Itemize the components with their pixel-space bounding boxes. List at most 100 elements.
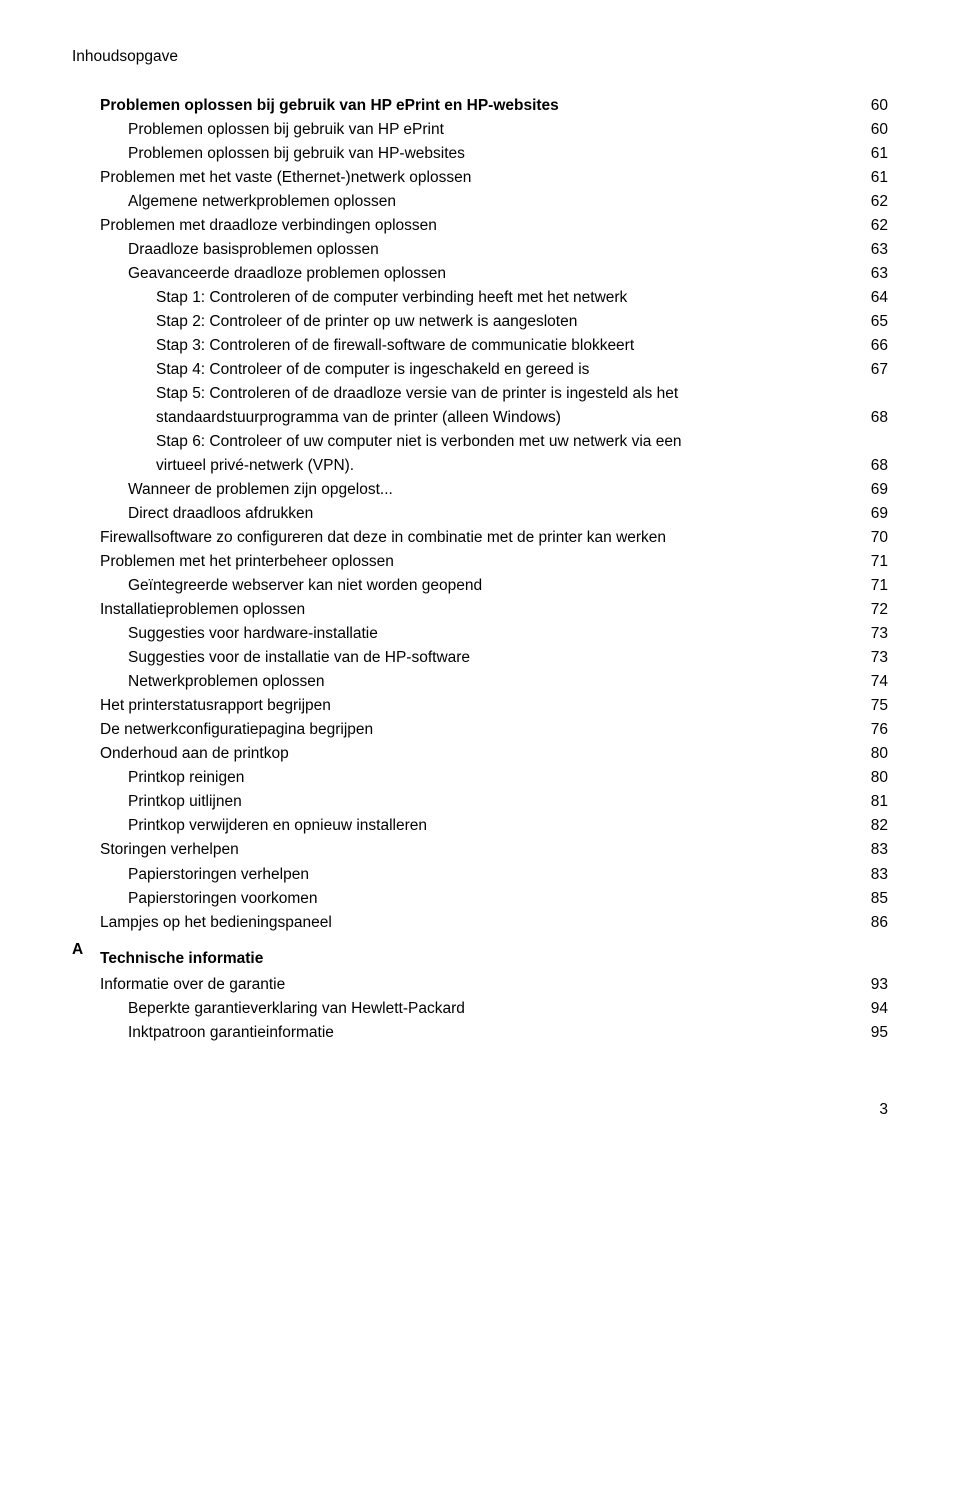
toc-page-number: 61 [871,166,888,190]
toc-page-number: 81 [871,790,888,814]
toc-appendix: Informatie over de garantie 93 Beperkte ga… [72,973,888,1045]
toc-label: Informatie over de garantie [100,973,285,997]
toc-label: Draadloze basisproblemen oplossen [128,238,379,262]
toc-entry: Printkop reinigen80 [72,766,888,790]
toc-entry: Problemen met het vaste (Ethernet-)netwe… [72,166,888,190]
toc-page-number: 63 [871,238,888,262]
toc-entry: Stap 2: Controleer of de printer op uw n… [72,310,888,334]
toc-page-number: 68 [871,454,888,478]
toc-page-number: 85 [871,887,888,911]
toc-page-number: 73 [871,622,888,646]
toc-page-number: 80 [871,766,888,790]
toc-entry: Stap 6: Controleer of uw computer niet i… [72,430,888,454]
toc-entry: Informatie over de garantie 93 [72,973,888,997]
toc-page-number: 80 [871,742,888,766]
toc-label: Problemen met het vaste (Ethernet-)netwe… [100,166,471,190]
toc-label: Stap 3: Controleren of de firewall-softw… [156,334,634,358]
toc-page-number: 70 [871,526,888,550]
toc-entry: Lampjes op het bedieningspaneel 86 [72,911,888,935]
toc-label: Stap 4: Controleer of de computer is ing… [156,358,589,382]
toc-entry: Problemen met draadloze verbindingen opl… [72,214,888,238]
toc-page-number: 75 [871,694,888,718]
toc-entry: Problemen met het printerbeheer oplossen… [72,550,888,574]
toc-label: Lampjes op het bedieningspaneel [100,911,332,935]
toc-label: Papierstoringen voorkomen [128,887,318,911]
toc-page-number: 73 [871,646,888,670]
toc-label: Wanneer de problemen zijn opgelost... [128,478,393,502]
toc-page-number: 67 [871,358,888,382]
toc-label: Problemen met het printerbeheer oplossen [100,550,394,574]
toc-entry: Suggesties voor hardware-installatie 73 [72,622,888,646]
toc-label: Algemene netwerkproblemen oplossen [128,190,396,214]
toc-entry: virtueel privé-netwerk (VPN). 68 [72,454,888,478]
appendix-title: Technische informatie [100,947,263,971]
toc-entry: Draadloze basisproblemen oplossen 63 [72,238,888,262]
toc-page-number: 69 [871,478,888,502]
toc-entry: Problemen oplossen bij gebruik van HP-we… [72,142,888,166]
toc-page-number: 86 [871,911,888,935]
toc-label: Problemen oplossen bij gebruik van HP eP… [100,94,559,118]
toc-page-number: 60 [871,118,888,142]
toc-page-number: 65 [871,310,888,334]
toc-page-number: 71 [871,550,888,574]
toc-page-number: 62 [871,214,888,238]
toc-entry: Stap 3: Controleren of de firewall-softw… [72,334,888,358]
toc-label: Papierstoringen verhelpen [128,863,309,887]
toc-page-number: 69 [871,502,888,526]
page-number: 3 [72,1101,888,1119]
appendix-row: A Technische informatie [72,941,888,973]
toc-label: Problemen met draadloze verbindingen opl… [100,214,437,238]
toc-page-number: 83 [871,863,888,887]
toc-label: Suggesties voor de installatie van de HP… [128,646,470,670]
toc-page-number: 63 [871,262,888,286]
toc-label: Stap 2: Controleer of de printer op uw n… [156,310,577,334]
toc-entry: Stap 4: Controleer of de computer is ing… [72,358,888,382]
toc-entry: Algemene netwerkproblemen oplossen 62 [72,190,888,214]
toc-label: Suggesties voor hardware-installatie [128,622,378,646]
toc-page-number: 71 [871,574,888,598]
toc-entry: Het printerstatusrapport begrijpen 75 [72,694,888,718]
toc-entry: Installatieproblemen oplossen 72 [72,598,888,622]
toc-label: Firewallsoftware zo configureren dat dez… [100,526,666,550]
toc-entry: Stap 1: Controleren of de computer verbi… [72,286,888,310]
toc-page-number: 76 [871,718,888,742]
toc-page-number: 93 [871,973,888,997]
toc-label: Het printerstatusrapport begrijpen [100,694,331,718]
toc-label: Direct draadloos afdrukken [128,502,313,526]
toc-label: Installatieproblemen oplossen [100,598,305,622]
toc-entry: Papierstoringen verhelpen 83 [72,863,888,887]
toc-page-number: 94 [871,997,888,1021]
toc-page-number: 82 [871,814,888,838]
toc-label: Inktpatroon garantieinformatie [128,1021,334,1045]
toc-label: Problemen oplossen bij gebruik van HP eP… [128,118,444,142]
toc-label: Stap 1: Controleren of de computer verbi… [156,286,627,310]
toc-label: standaardstuurprogramma van de printer (… [156,406,561,430]
toc-page-number: 64 [871,286,888,310]
toc-page-number: 66 [871,334,888,358]
toc-entry: Netwerkproblemen oplossen 74 [72,670,888,694]
toc-entry: Onderhoud aan de printkop80 [72,742,888,766]
toc-entry: Papierstoringen voorkomen 85 [72,887,888,911]
toc-page-number: 95 [871,1021,888,1045]
toc-entry: Geïntegreerde webserver kan niet worden … [72,574,888,598]
toc-entry: Inktpatroon garantieinformatie 95 [72,1021,888,1045]
toc-entry: Direct draadloos afdrukken 69 [72,502,888,526]
toc-label: Netwerkproblemen oplossen [128,670,324,694]
toc-entry: Problemen oplossen bij gebruik van HP eP… [72,94,888,118]
toc-label: Storingen verhelpen [100,838,239,862]
toc-page-number: 74 [871,670,888,694]
toc-entry: Stap 5: Controleren of de draadloze vers… [72,382,888,406]
toc-page-number: 72 [871,598,888,622]
toc-label: virtueel privé-netwerk (VPN). [156,454,354,478]
toc-entry: Suggesties voor de installatie van de HP… [72,646,888,670]
toc-label: Beperkte garantieverklaring van Hewlett-… [128,997,465,1021]
toc-label: Problemen oplossen bij gebruik van HP-we… [128,142,465,166]
toc-entry: standaardstuurprogramma van de printer (… [72,406,888,430]
toc-main: Problemen oplossen bij gebruik van HP eP… [72,94,888,935]
toc-entry: Geavanceerde draadloze problemen oplosse… [72,262,888,286]
toc-page-number: 62 [871,190,888,214]
toc-entry: Printkop uitlijnen81 [72,790,888,814]
toc-page-number: 61 [871,142,888,166]
toc-page-number: 68 [871,406,888,430]
toc-entry: Wanneer de problemen zijn opgelost... 69 [72,478,888,502]
